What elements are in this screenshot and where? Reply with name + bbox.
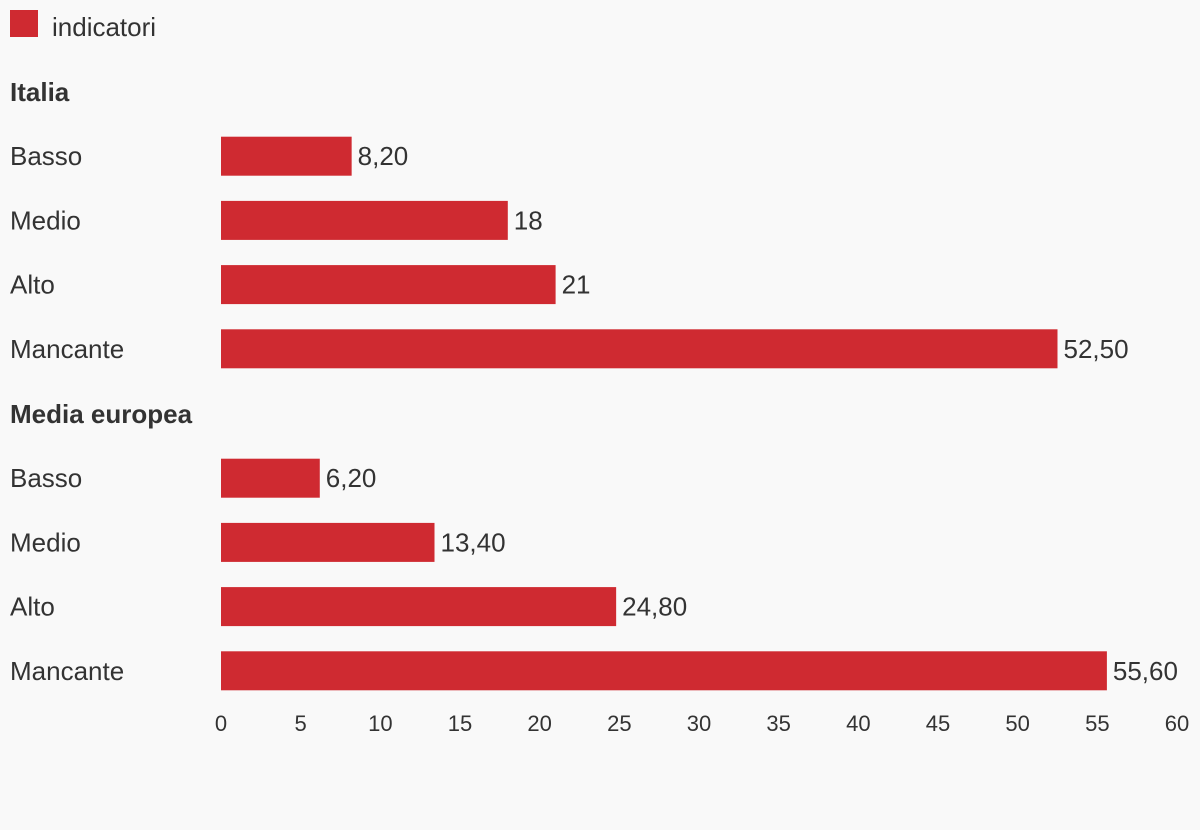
group-label: Media europea xyxy=(10,399,193,429)
bar xyxy=(221,136,352,176)
x-tick-label: 35 xyxy=(766,711,790,736)
x-tick-label: 10 xyxy=(368,711,392,736)
bar xyxy=(221,522,435,562)
data-label: 21 xyxy=(562,270,591,300)
bar xyxy=(221,200,508,240)
x-tick-label: 15 xyxy=(448,711,472,736)
x-tick-label: 20 xyxy=(527,711,551,736)
legend: indicatori xyxy=(10,10,156,42)
x-tick-label: 25 xyxy=(607,711,631,736)
x-tick-label: 60 xyxy=(1165,711,1189,736)
x-tick-label: 0 xyxy=(215,711,227,736)
bar xyxy=(221,329,1058,369)
category-label: Alto xyxy=(10,592,55,622)
category-label: Mancante xyxy=(10,656,124,686)
x-tick-label: 45 xyxy=(926,711,950,736)
data-label: 24,80 xyxy=(622,592,687,622)
group-label: Italia xyxy=(10,77,70,107)
legend-label: indicatori xyxy=(52,12,156,42)
plot-area: Italia Basso 8,20 Medio 18 Alto 21 Mancante 52,5… xyxy=(10,77,1178,691)
x-tick-label: 5 xyxy=(295,711,307,736)
x-tick-label: 30 xyxy=(687,711,711,736)
data-label: 55,60 xyxy=(1113,656,1178,686)
category-label: Medio xyxy=(10,527,81,557)
x-tick-label: 40 xyxy=(846,711,870,736)
category-label: Basso xyxy=(10,141,82,171)
bar xyxy=(221,587,617,627)
bar xyxy=(221,265,556,305)
x-axis: 0 5 10 15 20 25 30 35 40 45 50 55 60 xyxy=(215,711,1189,736)
x-tick-label: 55 xyxy=(1085,711,1109,736)
x-tick-label: 50 xyxy=(1005,711,1029,736)
category-label: Mancante xyxy=(10,334,124,364)
data-label: 52,50 xyxy=(1064,334,1129,364)
legend-swatch xyxy=(10,10,38,37)
data-label: 6,20 xyxy=(326,463,377,493)
category-label: Basso xyxy=(10,463,82,493)
data-label: 13,40 xyxy=(441,527,506,557)
bar xyxy=(221,458,320,498)
category-label: Medio xyxy=(10,205,81,235)
data-label: 18 xyxy=(514,205,543,235)
category-label: Alto xyxy=(10,270,55,300)
data-label: 8,20 xyxy=(358,141,409,171)
bar xyxy=(221,651,1107,691)
